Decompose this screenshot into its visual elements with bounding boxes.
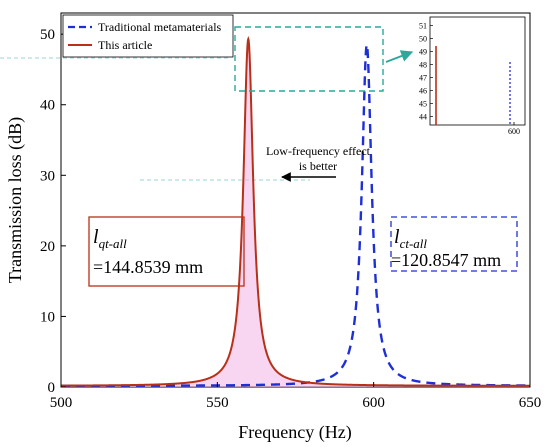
y-tick-label-1: 10 <box>40 309 55 325</box>
legend: Traditional metamaterials This article <box>62 14 234 58</box>
x-tick-label-2: 600 <box>362 395 385 411</box>
inset-y-tick-label-6: 50 <box>419 35 427 44</box>
y-axis-title: Transmission loss (dB) <box>5 117 26 283</box>
inset-frame <box>429 16 526 126</box>
x-axis-title: Frequency (Hz) <box>238 422 351 443</box>
inset-x-tick-label: 600 <box>508 127 520 136</box>
inset-y-tick-label-5: 49 <box>419 48 427 57</box>
length-box-this-article: lqt-all =144.8539 mm <box>88 216 245 287</box>
y-tick-label-0: 0 <box>48 380 56 396</box>
series-this-article <box>61 35 530 387</box>
length-left-symbol: l <box>93 226 99 248</box>
y-tick-label-3: 30 <box>40 168 55 184</box>
inset-y-tick-label-0: 44 <box>419 113 427 122</box>
y-tick-label-2: 20 <box>40 239 55 255</box>
zoom-arrow <box>385 50 414 63</box>
length-left-subscript: qt-all <box>99 236 128 251</box>
length-box-left-frame <box>88 216 245 287</box>
length-right-value: =120.8547 mm <box>391 250 501 270</box>
legend-label-this-article: This article <box>98 38 152 52</box>
length-left-value: =144.8539 mm <box>93 257 203 277</box>
inset-y-ticks: 44 45 46 47 48 49 50 51 <box>419 22 433 122</box>
y-tick-label-5: 50 <box>40 27 55 43</box>
inset-y-tick-label-2: 46 <box>419 87 427 96</box>
legend-box <box>62 14 234 58</box>
y-axis-ticks: 0 10 20 30 40 50 <box>40 27 66 396</box>
x-tick-label-1: 550 <box>206 395 229 411</box>
length-right-symbol: l <box>394 226 400 248</box>
arrow-text-line1: Low-frequency effect <box>266 144 371 158</box>
inset-y-tick-label-7: 51 <box>419 22 427 31</box>
zoom-region-box <box>234 26 384 92</box>
length-right-label: lct-all <box>394 226 427 251</box>
x-tick-label-0: 500 <box>50 395 73 411</box>
inset-y-tick-label-3: 47 <box>419 74 427 83</box>
inset-y-tick-label-4: 48 <box>419 61 427 70</box>
legend-label-traditional: Traditional metamaterials <box>98 20 222 34</box>
length-left-label: lqt-all <box>93 226 127 251</box>
x-axis-ticks: 500 550 600 650 <box>50 382 542 411</box>
arrow-text-line2: is better <box>299 159 337 173</box>
length-box-right-frame <box>390 216 518 272</box>
inset-chart: 44 45 46 47 48 49 50 51 600 <box>419 16 526 136</box>
length-box-traditional: lct-all =120.8547 mm <box>390 216 518 272</box>
inset-y-tick-label-1: 45 <box>419 100 427 109</box>
x-tick-label-3: 650 <box>519 395 542 411</box>
length-right-subscript: ct-all <box>400 236 428 251</box>
y-tick-label-4: 40 <box>40 98 55 114</box>
